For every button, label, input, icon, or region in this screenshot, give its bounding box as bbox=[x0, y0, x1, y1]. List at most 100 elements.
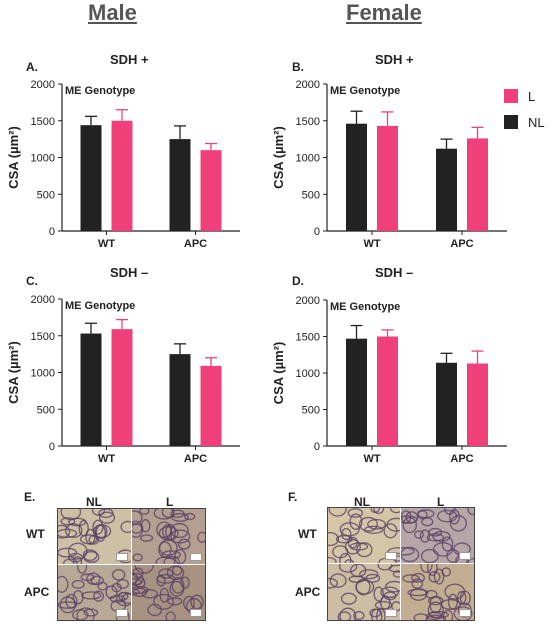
fiber-outline bbox=[59, 596, 77, 614]
scale-bar bbox=[459, 609, 471, 617]
fiber-outline bbox=[60, 517, 76, 526]
x-tick-label: APC bbox=[184, 453, 207, 465]
legend-label-l: L bbox=[528, 88, 536, 104]
female-column-title: Female bbox=[346, 0, 422, 25]
fiber-outline bbox=[58, 601, 78, 609]
y-tick-label: 1000 bbox=[296, 153, 320, 165]
fiber-outline bbox=[180, 576, 190, 589]
panel-label-e: E. bbox=[24, 490, 36, 504]
fiber-outline bbox=[139, 509, 150, 515]
fiber-outline bbox=[158, 539, 178, 556]
fiber-outline bbox=[441, 536, 454, 552]
fiber-outline bbox=[132, 520, 144, 538]
fiber-outline bbox=[353, 610, 365, 620]
fiber-outline bbox=[132, 578, 142, 587]
y-tick-label: 2000 bbox=[296, 295, 320, 307]
legend-item-l: L bbox=[504, 85, 545, 107]
fiber-outline bbox=[158, 568, 174, 579]
fiber-outline bbox=[72, 556, 83, 564]
chart-3: 0 500 1000 1500 2000 CSA (µm²) ME Genotype WT AP… bbox=[271, 295, 507, 465]
y-tick-label: 2000 bbox=[31, 294, 55, 306]
fiber-outline bbox=[359, 569, 379, 580]
fiber-outline bbox=[414, 530, 425, 539]
fiber-outline bbox=[158, 526, 179, 541]
x-tick-label: APC bbox=[450, 453, 473, 465]
fiber-outline bbox=[446, 548, 460, 563]
x-tick-label: WT bbox=[363, 453, 380, 465]
fiber-outline bbox=[79, 534, 98, 545]
fiber-outline bbox=[416, 510, 428, 520]
panel-label-c: C. bbox=[26, 274, 38, 288]
fiber-outline bbox=[459, 590, 471, 606]
fiber-outline bbox=[170, 522, 189, 539]
fiber-outline bbox=[68, 517, 87, 527]
fiber-outline bbox=[373, 508, 385, 515]
fiber-outline bbox=[467, 508, 474, 516]
bar-l-wt bbox=[111, 329, 133, 446]
y-axis-label: CSA (µm²) bbox=[6, 126, 21, 189]
fiber-outline bbox=[183, 595, 195, 611]
fiber-outline bbox=[155, 556, 176, 564]
scale-bar bbox=[190, 609, 202, 617]
fiber-outline bbox=[370, 608, 383, 620]
fiber-outline bbox=[78, 519, 89, 537]
fiber-outline bbox=[83, 608, 99, 617]
fiber-outline bbox=[377, 564, 393, 571]
scale-bar bbox=[459, 552, 471, 560]
fiber-outline bbox=[167, 597, 183, 606]
scale-bar bbox=[385, 609, 397, 617]
micrograph-texture bbox=[132, 565, 204, 620]
panel-title-c: SDH – bbox=[110, 265, 149, 280]
fiber-outline bbox=[365, 573, 381, 583]
fiber-outline bbox=[134, 565, 154, 574]
bar-l-apc bbox=[200, 150, 222, 231]
fiber-outline bbox=[344, 538, 361, 555]
y-tick-label: 1000 bbox=[31, 153, 55, 165]
panel-label-f: F. bbox=[288, 490, 298, 504]
fiber-outline bbox=[190, 594, 204, 610]
y-axis-label: CSA (µm²) bbox=[271, 342, 286, 405]
legend-swatch-l bbox=[504, 89, 518, 103]
micrograph-grid-e bbox=[57, 508, 206, 621]
panel-label-b: B. bbox=[292, 60, 304, 74]
bar-l-apc bbox=[467, 363, 488, 446]
fiber-outline bbox=[109, 594, 126, 603]
fiber-outline bbox=[93, 590, 105, 602]
fiber-outline bbox=[328, 508, 347, 517]
y-tick-label: 1500 bbox=[31, 116, 55, 128]
micro-e-row-apc: APC bbox=[24, 585, 50, 599]
fiber-outline bbox=[355, 578, 371, 596]
fiber-outline bbox=[340, 592, 357, 605]
fiber-outline bbox=[153, 509, 175, 520]
micrograph-texture bbox=[328, 564, 400, 620]
fiber-outline bbox=[411, 578, 424, 589]
fiber-outline bbox=[178, 538, 191, 550]
chart-0: 0 500 1000 1500 2000 CSA (µm²) ME Genotype WT AP… bbox=[6, 79, 240, 250]
fiber-outline bbox=[433, 568, 445, 585]
fiber-outline bbox=[81, 591, 102, 600]
bar-l-wt bbox=[111, 120, 133, 231]
panel-label-a: A. bbox=[26, 60, 38, 74]
fiber-outline bbox=[401, 547, 415, 556]
fiber-outline bbox=[132, 523, 143, 534]
bar-nl-apc bbox=[436, 362, 457, 446]
bar-nl-apc bbox=[169, 139, 191, 231]
fiber-outline bbox=[120, 520, 131, 534]
micrograph-texture bbox=[401, 508, 474, 563]
fiber-outline bbox=[132, 567, 144, 579]
fiber-outline bbox=[387, 547, 400, 557]
male-column-title: Male bbox=[88, 0, 137, 25]
fiber-outline bbox=[358, 516, 378, 532]
fiber-outline bbox=[338, 564, 358, 573]
fiber-outline bbox=[339, 607, 357, 620]
fiber-outline bbox=[197, 531, 205, 543]
fiber-outline bbox=[71, 579, 85, 589]
y-axis-label: CSA (µm²) bbox=[6, 341, 21, 404]
micro-e-wt-l bbox=[132, 509, 205, 564]
micro-e-row-wt: WT bbox=[26, 527, 45, 541]
x-tick-label: APC bbox=[184, 238, 207, 250]
fiber-outline bbox=[329, 573, 347, 588]
annotation: ME Genotype bbox=[330, 85, 400, 97]
y-tick-label: 500 bbox=[37, 404, 55, 416]
